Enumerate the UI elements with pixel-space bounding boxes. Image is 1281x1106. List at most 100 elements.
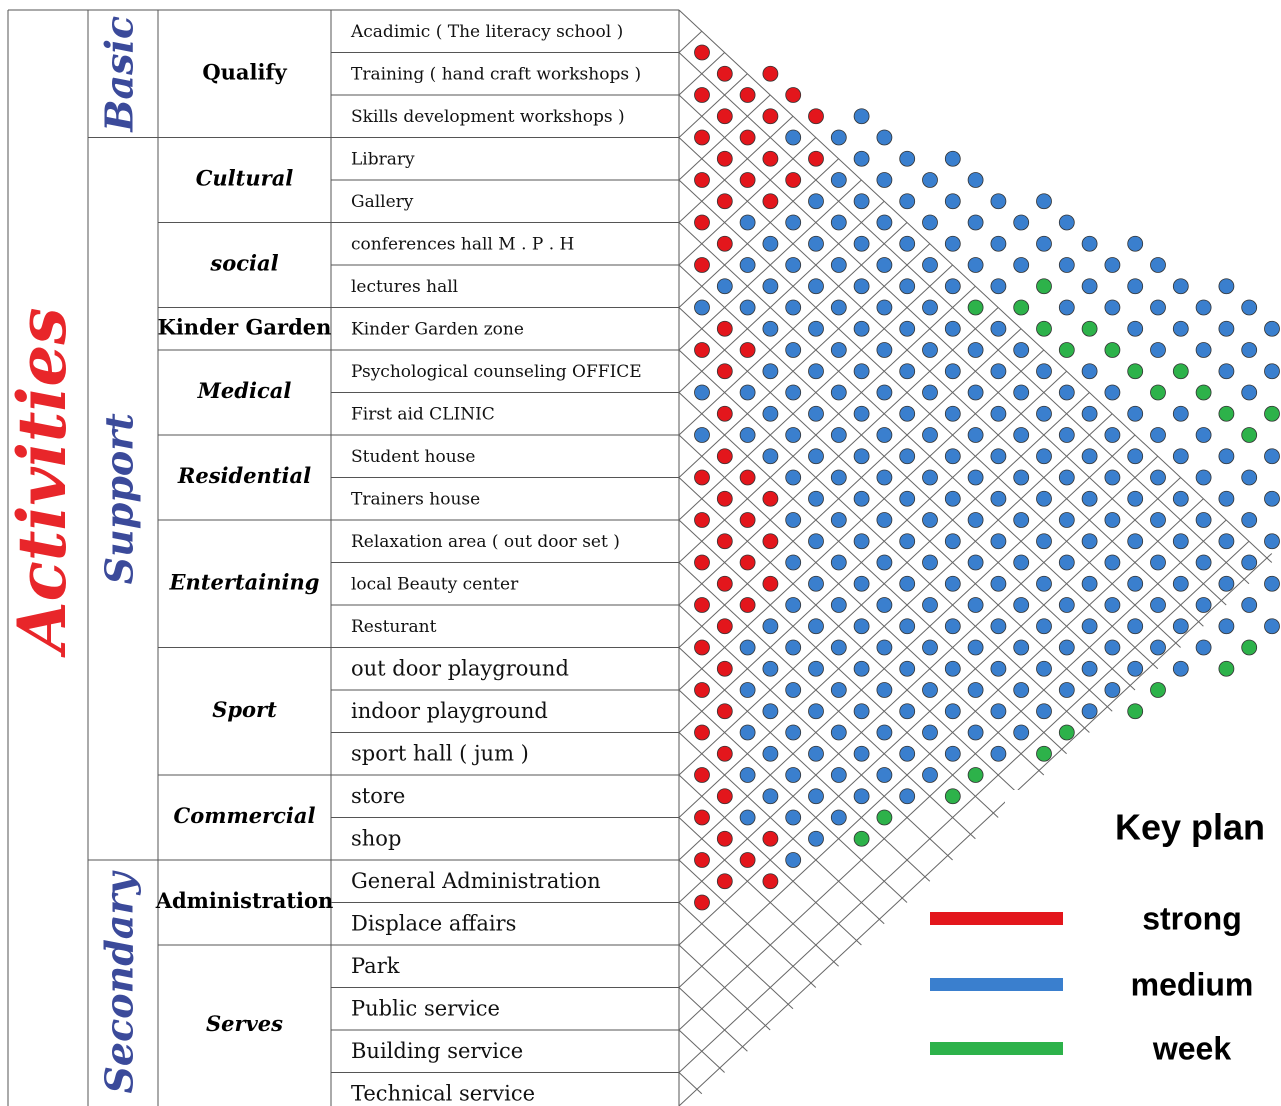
relation-dot-medium xyxy=(876,554,893,571)
relation-dot-week xyxy=(1172,363,1189,380)
relation-dot-medium xyxy=(762,448,779,465)
relation-dot-medium xyxy=(1013,469,1030,486)
relation-dot-strong xyxy=(716,490,733,507)
relation-dot-medium xyxy=(830,342,847,358)
relation-dot-medium xyxy=(785,384,802,401)
relation-dot-medium xyxy=(1241,384,1258,401)
relation-dot-strong xyxy=(739,597,756,613)
relation-dot-medium xyxy=(853,788,870,805)
matrix-diagonal-up xyxy=(678,52,725,96)
relation-dot-medium xyxy=(830,724,847,741)
relation-dot-strong xyxy=(716,873,733,890)
relation-dot-medium xyxy=(876,342,893,358)
relation-dot-medium xyxy=(944,405,961,422)
relation-dot-medium xyxy=(853,703,870,720)
relation-dot-medium xyxy=(944,278,961,295)
relation-dot-medium xyxy=(762,235,779,252)
relation-dot-medium xyxy=(1058,639,1075,656)
relation-dot-medium xyxy=(1013,554,1030,571)
relation-dot-medium xyxy=(762,405,779,422)
relation-dot-week xyxy=(1127,703,1144,720)
relation-dot-medium xyxy=(1058,554,1075,571)
relation-dot-medium xyxy=(899,405,916,422)
matrix-diagonal-up xyxy=(678,179,862,351)
activity-item: shop xyxy=(351,826,401,850)
relation-dot-medium xyxy=(808,788,824,805)
relation-dot-medium xyxy=(716,278,733,295)
relation-dot-medium xyxy=(944,533,961,550)
relation-dot-medium xyxy=(1127,660,1144,677)
relation-dot-medium xyxy=(1104,299,1121,316)
relation-dot-week xyxy=(1058,724,1075,741)
relation-dot-strong xyxy=(739,129,756,146)
relation-dot-medium xyxy=(990,363,1007,380)
relation-dot-medium xyxy=(1127,405,1144,422)
relation-dot-medium xyxy=(853,363,870,380)
relation-dot-medium xyxy=(876,469,893,486)
matrix-diagonal-up xyxy=(678,434,1136,861)
matrix-diagonal-down xyxy=(678,392,1067,755)
relation-dot-medium xyxy=(1081,533,1098,550)
matrix-diagonal-up xyxy=(678,73,748,138)
activity-item: General Administration xyxy=(351,869,601,893)
relation-dot-medium xyxy=(876,214,893,231)
relation-dot-medium xyxy=(853,618,870,635)
relation-dot-medium xyxy=(739,384,756,401)
relation-dot-medium xyxy=(967,724,984,741)
relation-dot-medium xyxy=(1264,575,1280,592)
relation-dot-medium xyxy=(830,767,847,783)
matrix-diagonal-up xyxy=(678,349,1045,691)
relation-dot-strong xyxy=(762,193,779,210)
activity-item: Resturant xyxy=(351,617,437,637)
relation-dot-medium xyxy=(922,469,938,486)
matrix-diagonal-up xyxy=(678,519,1227,1031)
relation-dot-medium xyxy=(1172,575,1189,592)
relation-dot-medium xyxy=(967,384,984,401)
activity-item: local Beauty center xyxy=(351,574,519,594)
relation-dot-medium xyxy=(739,214,756,231)
matrix-diagonal-up xyxy=(678,307,999,606)
relation-dot-medium xyxy=(1150,342,1166,358)
relation-dot-medium xyxy=(944,363,961,380)
relation-dot-medium xyxy=(1127,320,1144,337)
activity-item: Student house xyxy=(351,447,475,467)
relation-dot-medium xyxy=(739,427,756,443)
relation-dot-medium xyxy=(1036,660,1052,677)
relation-dot-strong xyxy=(716,745,733,762)
relation-dot-medium xyxy=(830,554,847,571)
matrix-diagonal-up xyxy=(678,158,839,308)
relation-dot-medium xyxy=(922,724,938,741)
relation-dot-medium xyxy=(739,257,756,273)
relation-dot-medium xyxy=(1058,299,1075,316)
relation-dot-medium xyxy=(830,214,847,231)
relation-dot-medium xyxy=(1241,512,1258,528)
activity-item: Skills development workshops ) xyxy=(351,107,625,127)
relation-dot-medium xyxy=(876,129,893,146)
relation-dot-medium xyxy=(1195,469,1212,486)
relation-dot-strong xyxy=(739,87,756,103)
relation-dot-medium xyxy=(1218,618,1235,635)
activity-item: Displace affairs xyxy=(351,911,516,935)
relation-dot-medium xyxy=(853,533,870,550)
relation-dot-medium xyxy=(785,639,802,656)
relation-dot-medium xyxy=(1013,427,1030,443)
relation-dot-medium xyxy=(876,384,893,401)
matrix-diagonal-down xyxy=(678,477,1022,797)
relation-dot-strong xyxy=(739,172,756,188)
relation-dot-medium xyxy=(853,745,870,762)
relation-dot-medium xyxy=(1104,469,1121,486)
relation-dot-week xyxy=(944,788,961,805)
relation-dot-medium xyxy=(1013,384,1030,401)
relation-dot-week xyxy=(1264,405,1280,422)
group-label-entertaining: Entertaining xyxy=(169,569,320,594)
relation-dot-medium xyxy=(990,320,1007,337)
key-plan: Key plan strong medium week xyxy=(930,790,1281,1106)
relation-dot-medium xyxy=(1150,639,1166,656)
relation-dot-medium xyxy=(1081,703,1098,720)
relation-dot-medium xyxy=(899,320,916,337)
relation-dot-strong xyxy=(694,809,710,826)
relation-dot-medium xyxy=(694,384,710,401)
relation-dot-medium xyxy=(785,597,802,613)
relation-dot-medium xyxy=(1058,469,1075,486)
relation-dot-week xyxy=(1218,660,1235,677)
